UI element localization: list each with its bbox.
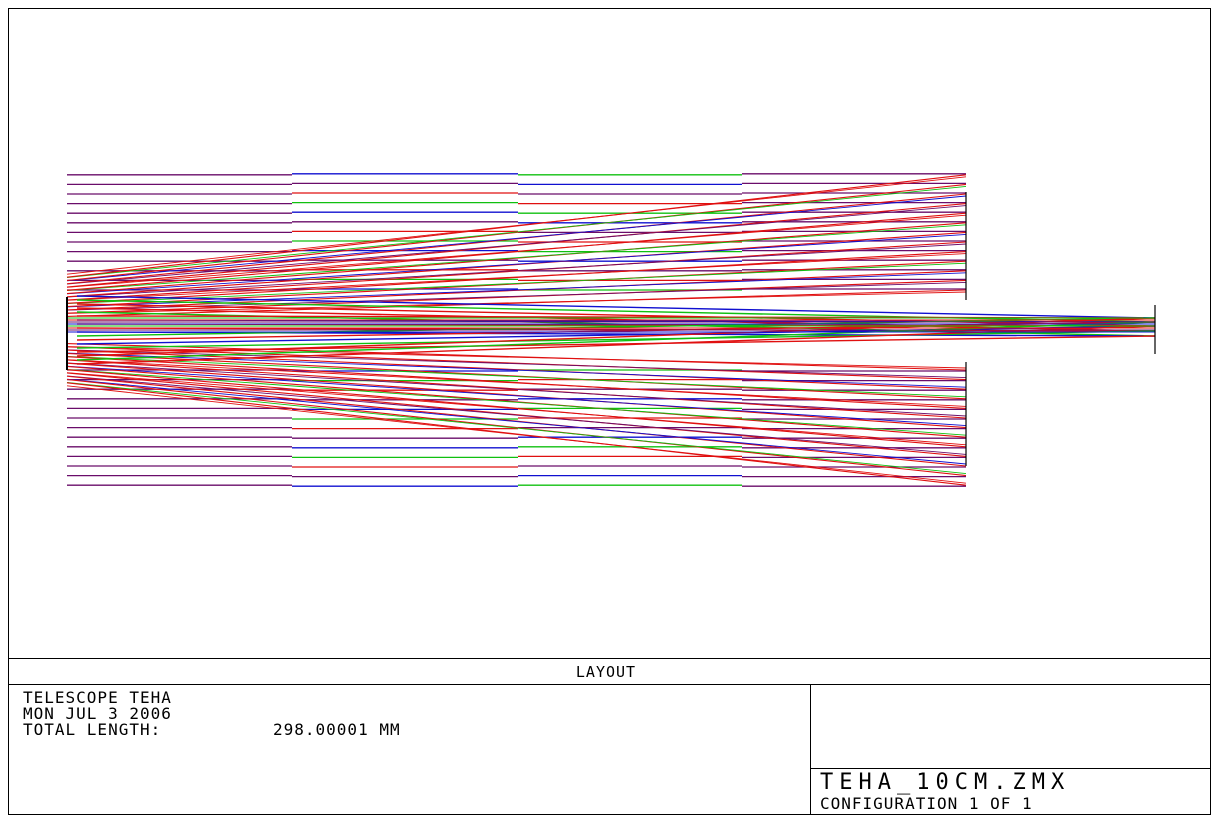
reflected-ray	[66, 356, 967, 409]
reflected-ray	[66, 372, 967, 457]
reflected-ray	[66, 343, 967, 371]
optical-elements	[66, 192, 1156, 466]
divider-vertical	[810, 684, 811, 815]
reflected-ray	[66, 368, 967, 436]
converging-ray	[76, 330, 1156, 349]
layout-title: LAYOUT	[575, 663, 637, 681]
file-name: TEHA_10CM.ZMX	[820, 770, 1071, 795]
reflected-ray	[66, 385, 967, 484]
layout-plot	[66, 173, 1156, 487]
reflected-ray	[66, 375, 967, 455]
ray-trace-diagram	[66, 173, 1156, 487]
reflected-ray	[66, 346, 967, 381]
reflected-ray	[66, 222, 967, 295]
reflected-ray	[66, 253, 967, 301]
reflected-ray	[66, 369, 967, 448]
date-label: MON JUL 3 2006	[23, 704, 172, 723]
reflected-ray	[66, 378, 967, 465]
reflected-ray	[66, 352, 967, 400]
reflected-ray	[66, 382, 967, 486]
reflected-ray	[66, 362, 967, 429]
reflected-ray	[66, 203, 967, 288]
reflected-ray	[66, 174, 967, 278]
reflected-ray	[66, 365, 967, 438]
reflected-ray	[66, 185, 967, 278]
reflected-ray	[66, 262, 967, 305]
reflected-ray	[66, 224, 967, 292]
reflected-ray	[66, 359, 967, 419]
reflected-ray	[66, 214, 967, 288]
converging-ray	[76, 317, 1156, 337]
reflected-ray	[66, 241, 967, 301]
divider-title-top	[8, 658, 1211, 659]
system-name: TELESCOPE TEHA	[23, 688, 172, 707]
reflected-ray	[66, 251, 967, 304]
reflected-ray	[66, 378, 967, 477]
divider-title-bottom	[8, 684, 1211, 685]
reflected-ray	[66, 382, 967, 475]
reflected-ray	[66, 193, 967, 285]
reflected-ray	[66, 362, 967, 417]
divider-file-box	[810, 768, 1211, 769]
reflected-ray	[66, 281, 967, 311]
reflected-ray	[66, 375, 967, 467]
rays	[66, 173, 1156, 487]
reflected-ray	[66, 212, 967, 291]
reflected-ray	[66, 176, 967, 275]
reflected-ray	[66, 289, 967, 317]
reflected-ray	[66, 233, 967, 295]
reflected-ray	[66, 205, 967, 285]
reflected-ray	[66, 183, 967, 282]
configuration-label: CONFIGURATION 1 OF 1	[820, 794, 1033, 813]
reflected-ray	[66, 272, 967, 308]
reflected-ray	[66, 195, 967, 282]
reflected-ray	[66, 279, 967, 314]
reflected-ray	[66, 372, 967, 446]
reflected-ray	[66, 365, 967, 427]
reflected-ray	[66, 243, 967, 298]
reflected-ray	[66, 291, 967, 314]
reflected-ray	[66, 359, 967, 407]
reflected-ray	[66, 349, 967, 390]
total-length-label: TOTAL LENGTH:	[23, 720, 162, 739]
reflected-ray	[66, 349, 967, 379]
drawing-frame	[8, 8, 1211, 815]
total-length-value: 298.00001 MM	[273, 720, 401, 739]
reflected-ray	[66, 231, 967, 298]
reflected-ray	[66, 355, 967, 398]
converging-ray	[76, 295, 1156, 319]
